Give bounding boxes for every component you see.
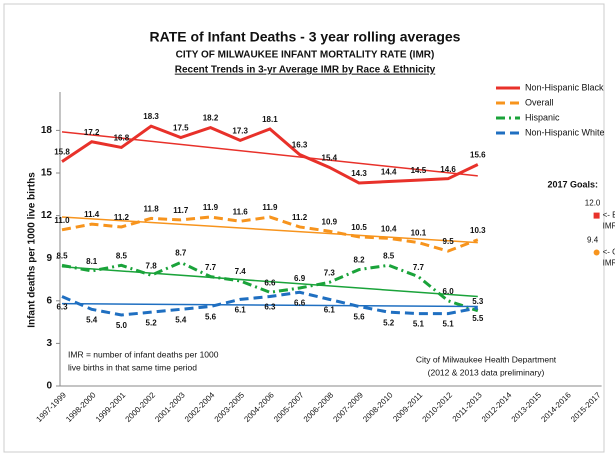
note: live births in that same time period xyxy=(68,362,197,372)
data-label: 11.7 xyxy=(173,206,189,215)
data-label: 11.0 xyxy=(54,216,70,225)
legend-label: Non-Hispanic White xyxy=(525,127,605,137)
data-label: 7.8 xyxy=(146,261,158,270)
data-label: 11.2 xyxy=(292,213,308,222)
data-label: 5.1 xyxy=(443,320,455,329)
data-label: 5.2 xyxy=(383,318,395,327)
data-label: 5.5 xyxy=(472,314,484,323)
data-label: 17.5 xyxy=(173,124,189,133)
data-label: 8.5 xyxy=(56,251,68,260)
data-label: 10.1 xyxy=(411,229,427,238)
chart-subtitle: CITY OF MILWAUKEE INFANT MORTALITY RATE … xyxy=(176,50,435,61)
data-label: 5.4 xyxy=(175,315,187,324)
data-label: 15.8 xyxy=(54,148,70,157)
data-label: 6.6 xyxy=(294,298,306,307)
note: IMR = number of infant deaths per 1000 xyxy=(68,349,219,359)
chart-title: RATE of Infant Deaths - 3 year rolling a… xyxy=(150,29,461,45)
goal-label: IMR xyxy=(603,259,615,268)
data-label: 6.1 xyxy=(235,305,247,314)
data-label: 11.4 xyxy=(84,210,100,219)
source: City of Milwaukee Health Department xyxy=(416,354,557,364)
data-label: 10.3 xyxy=(470,226,486,235)
data-label: 14.5 xyxy=(411,166,427,175)
data-label: 6.0 xyxy=(443,287,455,296)
data-label: 5.2 xyxy=(146,318,158,327)
goal-label: IMR xyxy=(603,222,615,231)
data-label: 6.1 xyxy=(324,305,336,314)
goal-value: 12.0 xyxy=(585,199,601,208)
chart-subtitle: Recent Trends in 3-yr Average IMR by Rac… xyxy=(175,65,436,76)
data-label: 8.5 xyxy=(116,251,128,260)
data-label: 8.5 xyxy=(383,251,395,260)
data-label: 8.2 xyxy=(353,256,365,265)
data-label: 10.9 xyxy=(322,217,338,226)
trend-line xyxy=(61,265,478,298)
data-label: 8.7 xyxy=(175,249,187,258)
data-label: 5.4 xyxy=(86,315,98,324)
trend-line xyxy=(61,302,478,308)
series-line xyxy=(61,215,479,253)
data-label: 7.4 xyxy=(235,267,247,276)
series-line xyxy=(61,290,479,317)
y-tick-label: 6 xyxy=(46,295,52,306)
data-label: 7.7 xyxy=(413,263,425,272)
data-label: 6.3 xyxy=(56,303,68,312)
data-label: 10.5 xyxy=(351,223,367,232)
data-label: 5.3 xyxy=(472,297,484,306)
data-label: 9.5 xyxy=(443,237,455,246)
data-label: 11.9 xyxy=(262,203,278,212)
goal-label: <- Black xyxy=(603,211,615,220)
source: (2012 & 2013 data preliminary) xyxy=(428,367,545,377)
data-label: 5.0 xyxy=(116,321,128,330)
y-tick-label: 0 xyxy=(46,381,52,392)
data-label: 14.4 xyxy=(381,168,397,177)
goals-title: 2017 Goals: xyxy=(547,179,598,189)
series-line xyxy=(61,124,479,185)
data-label: 16.3 xyxy=(292,141,308,150)
data-label: 5.1 xyxy=(413,320,425,329)
data-label: 6.3 xyxy=(264,303,276,312)
data-label: 15.6 xyxy=(470,151,486,160)
y-axis-label: Infant deaths per 1000 live births xyxy=(27,172,38,328)
y-tick-label: 12 xyxy=(41,210,53,221)
legend-label: Overall xyxy=(525,97,554,107)
legend-label: Hispanic xyxy=(525,112,560,122)
goal-mark xyxy=(593,212,600,219)
data-label: 11.8 xyxy=(144,205,160,214)
legend-label: Non-Hispanic Black xyxy=(525,82,604,92)
trend-line xyxy=(61,216,478,244)
data-label: 15.4 xyxy=(322,153,338,162)
goal-mark xyxy=(593,249,600,256)
goal-label: <- Overall xyxy=(603,248,615,257)
data-label: 18.1 xyxy=(262,115,278,124)
goal-value: 9.4 xyxy=(587,236,599,245)
data-label: 18.3 xyxy=(143,112,159,121)
data-label: 11.9 xyxy=(203,203,219,212)
data-label: 7.7 xyxy=(205,263,217,272)
data-label: 14.6 xyxy=(440,165,456,174)
y-tick-label: 3 xyxy=(46,338,52,349)
data-label: 17.3 xyxy=(232,126,248,135)
data-label: 11.6 xyxy=(233,207,249,216)
y-tick-label: 18 xyxy=(41,125,53,136)
y-tick-label: 15 xyxy=(41,168,53,179)
data-label: 5.6 xyxy=(205,313,217,322)
data-label: 6.9 xyxy=(294,274,306,283)
data-label: 5.6 xyxy=(353,313,365,322)
data-label: 16.8 xyxy=(114,134,130,143)
data-label: 18.2 xyxy=(203,114,219,123)
data-label: 7.3 xyxy=(324,268,336,277)
data-label: 17.2 xyxy=(84,128,100,137)
data-label: 6.6 xyxy=(264,278,276,287)
data-label: 10.4 xyxy=(381,224,397,233)
data-label: 8.1 xyxy=(86,257,98,266)
data-label: 11.2 xyxy=(114,213,130,222)
data-label: 14.3 xyxy=(351,169,367,178)
y-tick-label: 9 xyxy=(46,253,52,264)
series-line xyxy=(61,260,479,313)
